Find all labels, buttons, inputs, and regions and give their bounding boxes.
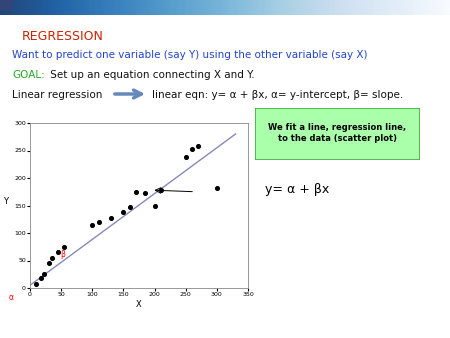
Point [33,281,40,286]
FancyBboxPatch shape [255,108,420,160]
Point [142,191,149,196]
Text: Want to predict one variable (say Y) using the other variable (say X): Want to predict one variable (say Y) usi… [12,50,368,60]
Point [89,222,96,227]
Point [38,275,45,281]
Y-axis label: Y: Y [3,196,8,206]
Point [132,189,140,194]
Text: Set up an equation connecting X and Y.: Set up an equation connecting X and Y. [47,70,255,80]
Point [151,203,158,208]
Point [54,249,62,255]
Point [95,219,102,225]
Bar [0,0,11,9]
Point [120,210,127,215]
Point [48,255,55,261]
Point [126,204,133,209]
Point [182,154,189,160]
Text: y= α + βx: y= α + βx [265,183,329,196]
Text: linear eqn: y= α + βx, α= y-intercept, β= slope.: linear eqn: y= α + βx, α= y-intercept, β… [152,90,403,100]
Text: REGRESSION: REGRESSION [22,30,104,43]
Point [194,143,202,149]
Point [61,244,68,249]
Text: Linear regression: Linear regression [12,90,103,100]
Point [189,147,196,152]
Point [108,215,115,220]
Point [40,271,47,277]
Text: We fit a line, regression line,
to the data (scatter plot): We fit a line, regression line, to the d… [269,123,406,143]
Text: β: β [60,250,65,259]
X-axis label: X: X [136,300,142,309]
Text: GOAL:: GOAL: [12,70,45,80]
Text: α: α [9,293,14,303]
Point [213,185,220,191]
Point [157,187,164,193]
Point [45,261,52,266]
